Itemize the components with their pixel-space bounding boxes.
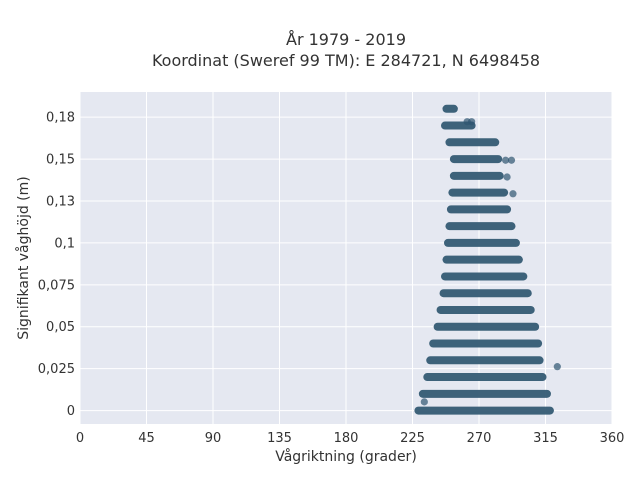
- y-tick-label: 0,13: [46, 194, 75, 209]
- scatter-point-0: [553, 363, 561, 371]
- x-tick-label: 0: [76, 431, 84, 446]
- chart-title-line1: År 1979 - 2019: [286, 30, 406, 49]
- scatter-point-4: [503, 173, 511, 181]
- x-tick-label: 270: [467, 431, 492, 446]
- scatter-point-3: [507, 156, 516, 164]
- chart-title-line2: Koordinat (Sweref 99 TM): E 284721, N 64…: [152, 51, 540, 70]
- x-tick-label: 225: [400, 431, 425, 446]
- x-tick-label: 360: [600, 431, 625, 446]
- y-tick-label: 0: [67, 404, 75, 419]
- x-axis-label: Vågriktning (grader): [275, 448, 417, 465]
- x-tick-labels: 0 45 90 135 180 225 270 315 360: [76, 431, 625, 446]
- scatter-point-2: [502, 156, 510, 164]
- y-tick-labels: 0 0,025 0,05 0,075 0,1 0,13 0,15 0,18: [38, 111, 75, 419]
- scatter-point-7: [468, 118, 476, 126]
- y-tick-label: 0,075: [38, 278, 75, 293]
- y-tick-label: 0,025: [38, 362, 75, 377]
- y-tick-label: 0,05: [46, 320, 75, 335]
- x-tick-label: 135: [267, 431, 292, 446]
- y-tick-label: 0,1: [54, 236, 75, 251]
- scatter-point-5: [509, 190, 517, 198]
- y-tick-label: 0,18: [46, 111, 75, 126]
- x-tick-label: 45: [138, 431, 155, 446]
- scatter-points: [414, 104, 561, 415]
- y-tick-label: 0,15: [46, 153, 75, 168]
- x-tick-label: 180: [334, 431, 359, 446]
- y-axis-label: Signifikant våghöjd (m): [15, 176, 32, 339]
- x-tick-label: 90: [205, 431, 222, 446]
- x-tick-label: 315: [533, 431, 558, 446]
- scatter-point-1: [420, 398, 428, 406]
